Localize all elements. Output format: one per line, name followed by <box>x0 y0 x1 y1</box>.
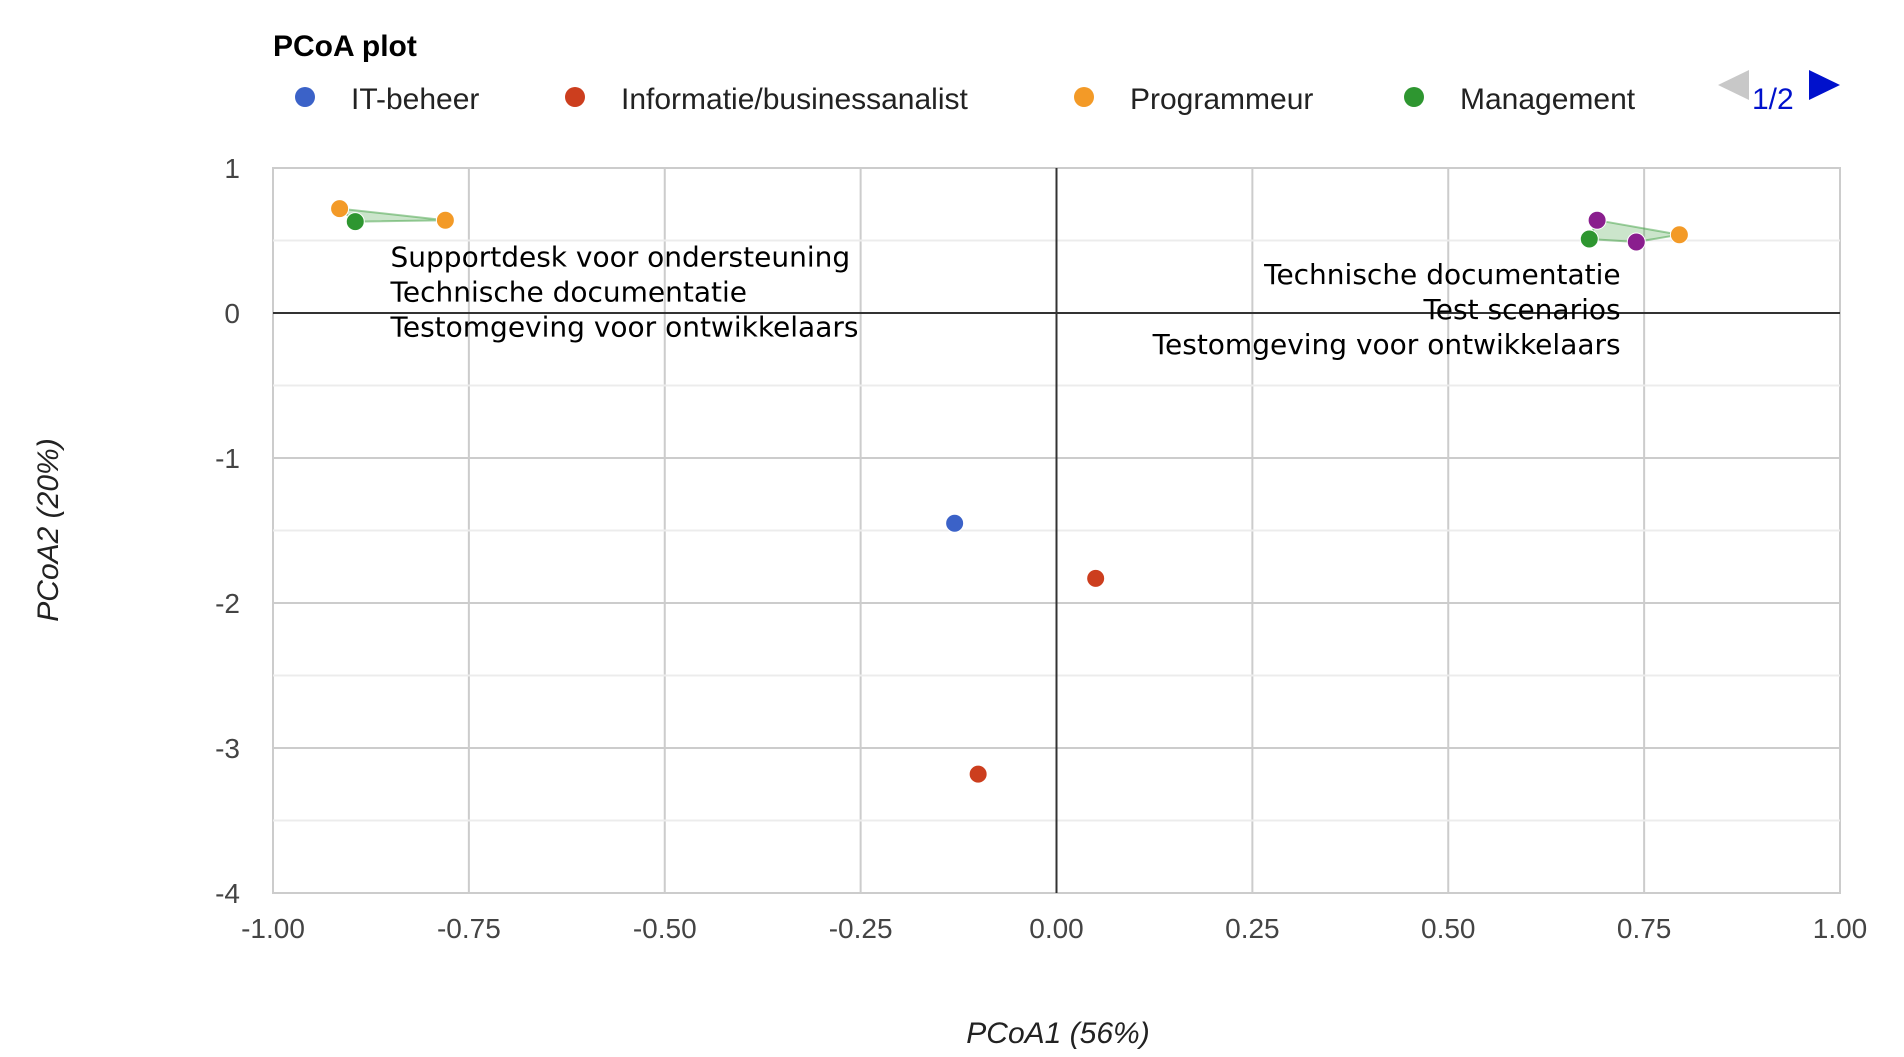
data-point[interactable] <box>1626 232 1646 252</box>
annotations: Supportdesk voor ondersteuningTechnische… <box>390 241 1621 361</box>
x-tick-label: 0.25 <box>1225 913 1280 944</box>
x-tick-label: 0.50 <box>1421 913 1476 944</box>
legend-prev-icon[interactable] <box>1718 70 1749 100</box>
legend-item[interactable]: IT-beheer <box>295 83 479 116</box>
hulls <box>336 207 1680 243</box>
y-tick-label: 1 <box>224 153 240 184</box>
data-point[interactable] <box>968 764 988 784</box>
x-tick-label: 0.75 <box>1617 913 1672 944</box>
x-axis-title: PCoA1 (56%) <box>966 1017 1149 1050</box>
axes <box>273 168 1840 893</box>
legend-pager: 1/2 <box>1718 70 1840 116</box>
chart-title: PCoA plot <box>273 30 417 63</box>
y-tick-label: -2 <box>215 588 240 619</box>
x-tick-label: -0.50 <box>633 913 697 944</box>
annotation-line: Test scenarios <box>1422 293 1620 326</box>
legend-marker <box>1074 87 1094 107</box>
y-tick-label: -3 <box>215 733 240 764</box>
legend-marker <box>565 87 585 107</box>
x-tick-label: -0.75 <box>437 913 501 944</box>
legend-marker <box>1404 87 1424 107</box>
annotation-line: Supportdesk voor ondersteuning <box>391 241 851 274</box>
x-tick-label: 1.00 <box>1813 913 1868 944</box>
data-point[interactable] <box>1669 225 1689 245</box>
annotation-line: Testomgeving voor ontwikkelaars <box>1152 328 1621 361</box>
legend-item[interactable]: Informatie/businessanalist <box>565 83 969 116</box>
data-point[interactable] <box>1086 568 1106 588</box>
legend-marker <box>295 87 315 107</box>
data-point[interactable] <box>1587 210 1607 230</box>
legend-label: Programmeur <box>1130 83 1313 116</box>
tick-labels: -1.00 -0.75 -0.50 -0.25 0.00 0.25 0.50 0.75 1.00… <box>215 153 1867 944</box>
data-point[interactable] <box>1579 229 1599 249</box>
annotation-line: Technische documentatie <box>390 276 748 309</box>
legend-next-icon[interactable] <box>1809 70 1840 100</box>
cluster-hull <box>336 207 446 223</box>
legend-item[interactable]: Programmeur <box>1074 83 1313 116</box>
annotation-line: Testomgeving voor ontwikkelaars <box>390 311 859 344</box>
x-tick-label: -0.25 <box>829 913 893 944</box>
legend-page-number: 1/2 <box>1752 83 1794 116</box>
data-point[interactable] <box>330 199 350 219</box>
data-point[interactable] <box>945 513 965 533</box>
legend-label: IT-beheer <box>351 83 479 116</box>
data-point[interactable] <box>435 210 455 230</box>
x-tick-label: 0.00 <box>1029 913 1084 944</box>
x-tick-label: -1.00 <box>241 913 305 944</box>
annotation-block: Supportdesk voor ondersteuningTechnische… <box>390 241 859 344</box>
y-tick-label: 0 <box>224 298 240 329</box>
legend-label: Management <box>1460 83 1636 116</box>
y-tick-label: -1 <box>215 443 240 474</box>
data-point[interactable] <box>345 212 365 232</box>
legend: IT-beheer Informatie/businessanalist Progr… <box>295 83 1636 116</box>
data-points <box>330 199 1689 784</box>
y-axis-title: PCoA2 (20%) <box>32 438 65 621</box>
legend-item[interactable]: Management <box>1404 83 1636 116</box>
annotation-line: Technische documentatie <box>1263 258 1621 291</box>
y-tick-label: -4 <box>215 878 240 909</box>
legend-label: Informatie/businessanalist <box>621 83 969 116</box>
